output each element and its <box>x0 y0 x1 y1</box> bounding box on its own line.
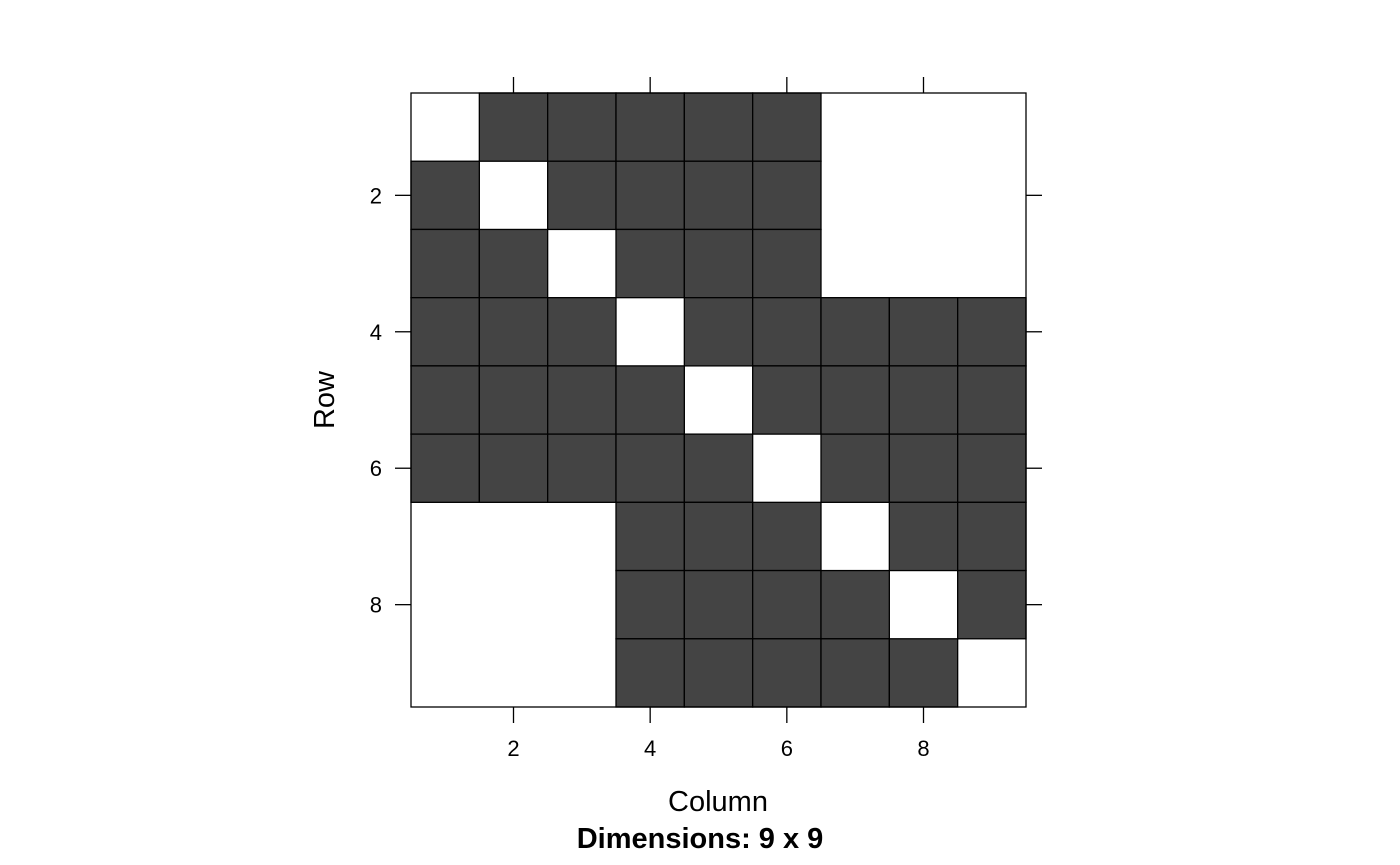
y-tick-label: 4 <box>370 320 382 345</box>
matrix-cell-r5-c8 <box>888 365 959 435</box>
matrix-cell-r4-c1 <box>410 297 480 367</box>
matrix-cell-r6-c5 <box>683 433 754 503</box>
y-tick-label: 8 <box>370 593 382 618</box>
matrix-cell-r5-c2 <box>478 365 549 435</box>
matrix-cell-r5-c9 <box>957 365 1027 435</box>
x-axis-label: Column <box>668 786 768 818</box>
matrix-cell-r5-c4 <box>615 365 685 435</box>
matrix-cell-r1-c3 <box>547 92 617 162</box>
y-tick-label: 2 <box>370 183 382 208</box>
matrix-cell-r9-c6 <box>752 638 822 708</box>
matrix-cell-r9-c8 <box>888 638 959 708</box>
matrix-cell-r8-c4 <box>615 569 685 640</box>
matrix-cell-r7-c4 <box>615 501 685 572</box>
matrix-cell-r1-c2 <box>478 92 549 162</box>
matrix-cell-r6-c1 <box>410 433 480 503</box>
matrix-cell-r1-c6 <box>752 92 822 162</box>
matrix-cells <box>410 92 1027 708</box>
matrix-cell-r6-c8 <box>888 433 959 503</box>
matrix-cell-r7-c5 <box>683 501 754 572</box>
matrix-cell-r8-c7 <box>820 569 890 640</box>
axis-tick-labels: 2 4 6 8 2 4 6 8 <box>370 183 930 761</box>
matrix-cell-r3-c5 <box>683 228 754 299</box>
matrix-cell-r4-c6 <box>752 297 822 367</box>
axis-ticks <box>395 77 1042 723</box>
matrix-cell-r9-c5 <box>683 638 754 708</box>
matrix-cell-r6-c9 <box>957 433 1027 503</box>
matrix-cell-r3-c4 <box>615 228 685 299</box>
matrix-cell-r2-c4 <box>615 160 685 231</box>
matrix-cell-r4-c5 <box>683 297 754 367</box>
matrix-cell-r5-c1 <box>410 365 480 435</box>
matrix-cell-r4-c9 <box>957 297 1027 367</box>
plot-frame <box>410 92 1027 708</box>
y-tick-label: 6 <box>370 456 382 481</box>
matrix-cell-r2-c6 <box>752 160 822 231</box>
matrix-cell-r3-c6 <box>752 228 822 299</box>
matrix-cell-r1-c5 <box>683 92 754 162</box>
matrix-cell-r6-c7 <box>820 433 890 503</box>
matrix-cell-r5-c6 <box>752 365 822 435</box>
matrix-cell-r5-c7 <box>820 365 890 435</box>
matrix-cell-r8-c6 <box>752 569 822 640</box>
matrix-cell-r7-c8 <box>888 501 959 572</box>
matrix-cell-r4-c7 <box>820 297 890 367</box>
matrix-cell-r3-c2 <box>478 228 549 299</box>
matrix-cell-r6-c3 <box>547 433 617 503</box>
matrix-cell-r5-c3 <box>547 365 617 435</box>
y-axis-label: Row <box>309 370 341 429</box>
x-tick-label: 4 <box>644 736 656 761</box>
matrix-cell-r8-c5 <box>683 569 754 640</box>
matrix-cell-r9-c7 <box>820 638 890 708</box>
x-tick-label: 6 <box>781 736 793 761</box>
matrix-cell-r1-c4 <box>615 92 685 162</box>
matrix-cell-r3-c1 <box>410 228 480 299</box>
matrix-cell-r8-c9 <box>957 569 1027 640</box>
matrix-cell-r6-c4 <box>615 433 685 503</box>
matrix-cell-r2-c1 <box>410 160 480 231</box>
matrix-cell-r4-c8 <box>888 297 959 367</box>
matrix-cell-r2-c3 <box>547 160 617 231</box>
matrix-cell-r7-c6 <box>752 501 822 572</box>
dimensions-subtitle: Dimensions: 9 x 9 <box>577 823 824 855</box>
x-tick-label: 2 <box>507 736 519 761</box>
matrix-cell-r4-c2 <box>478 297 549 367</box>
matrix-cell-r9-c4 <box>615 638 685 708</box>
x-tick-label: 8 <box>917 736 929 761</box>
matrix-cell-r4-c3 <box>547 297 617 367</box>
matrix-cell-r6-c2 <box>478 433 549 503</box>
matrix-cell-r7-c9 <box>957 501 1027 572</box>
matrix-cell-r2-c5 <box>683 160 754 231</box>
